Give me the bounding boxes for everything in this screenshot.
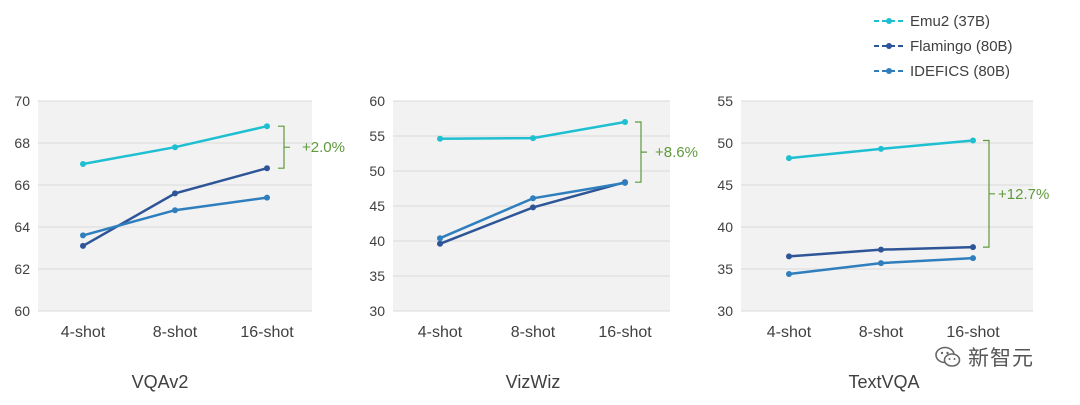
- annotation-label: +2.0%: [302, 139, 345, 156]
- chart-title: VQAv2: [132, 372, 189, 392]
- x-tick-label: 8-shot: [511, 324, 556, 341]
- charts: 60 62 64 66 68 70 4-shot 8-shot 16-shot +2.0% VQAv…: [14, 93, 1049, 392]
- y-tick-label: 45: [369, 198, 385, 214]
- wechat-icon: [935, 346, 961, 367]
- data-point: [437, 135, 443, 142]
- data-point: [970, 244, 976, 251]
- annotation-label: +12.7%: [998, 186, 1049, 203]
- y-tick-label: 50: [717, 135, 733, 151]
- legend-item: IDEFICS (80B): [874, 63, 1010, 80]
- series-2: [80, 194, 270, 239]
- chart-vqav2: 60 62 64 66 68 70 4-shot 8-shot 16-shot +2.0% VQAv…: [14, 93, 345, 392]
- series-2: [786, 255, 976, 278]
- data-point: [878, 246, 884, 253]
- data-point: [530, 204, 536, 211]
- legend-swatch-marker: [886, 18, 892, 24]
- legend-item: Emu2 (37B): [874, 13, 990, 30]
- y-tick-label: 55: [717, 93, 733, 109]
- data-point: [786, 155, 792, 162]
- data-point: [172, 207, 178, 214]
- legend: Emu2 (37B) Flamingo (80B) IDEFICS (80B): [874, 13, 1013, 80]
- data-point: [80, 232, 86, 239]
- data-point: [264, 165, 270, 172]
- legend-label: Emu2 (37B): [910, 13, 990, 30]
- x-tick-label: 8-shot: [859, 324, 904, 341]
- annotation-bracket: [983, 139, 995, 248]
- data-point: [437, 235, 443, 242]
- series-1: [80, 165, 270, 249]
- data-point: [80, 242, 86, 249]
- x-tick-label: 16-shot: [946, 324, 1000, 341]
- annotation-bracket: [278, 125, 290, 169]
- y-tick-label: 35: [369, 268, 385, 284]
- legend-swatch-marker: [886, 43, 892, 49]
- legend-label: Flamingo (80B): [910, 38, 1013, 55]
- data-point: [264, 194, 270, 201]
- data-point: [437, 240, 443, 247]
- data-point: [264, 123, 270, 130]
- series-2: [437, 179, 628, 242]
- y-tick-label: 68: [14, 135, 30, 151]
- legend-item: Flamingo (80B): [874, 38, 1013, 55]
- chart-title: VizWiz: [506, 372, 561, 392]
- data-point: [970, 137, 976, 144]
- x-tick-label: 4-shot: [767, 324, 812, 341]
- chart-vizwiz: 30 35 40 45 50 55 60 4-shot 8-shot 16-shot +8.6% Vi…: [369, 93, 698, 392]
- data-point: [622, 119, 628, 125]
- annotation-label: +8.6%: [655, 144, 698, 161]
- data-point: [786, 271, 792, 278]
- y-tick-label: 55: [369, 128, 385, 144]
- x-tick-label: 16-shot: [598, 324, 652, 341]
- y-tick-label: 45: [717, 177, 733, 193]
- x-tick-label: 4-shot: [61, 324, 106, 341]
- y-tick-label: 60: [369, 93, 385, 109]
- y-tick-label: 30: [369, 303, 385, 319]
- chart-textvqa: 30 35 40 45 50 55 4-shot 8-shot 16-shot +12.7% Tex…: [717, 93, 1049, 392]
- series-0: [437, 119, 628, 142]
- series-0: [786, 137, 976, 162]
- annotation-bracket: [635, 121, 647, 183]
- chart-title: TextVQA: [848, 372, 919, 392]
- series-0: [80, 123, 270, 167]
- watermark: 新智元: [934, 341, 1034, 373]
- y-tick-label: 62: [14, 261, 30, 277]
- data-point: [970, 255, 976, 262]
- x-tick-label: 8-shot: [153, 324, 198, 341]
- data-point: [878, 145, 884, 152]
- y-tick-label: 50: [369, 163, 385, 179]
- watermark-text: 新智元: [968, 346, 1034, 370]
- legend-swatch-marker: [886, 68, 892, 74]
- plot-area: [38, 101, 312, 311]
- y-tick-label: 40: [717, 219, 733, 235]
- data-point: [786, 253, 792, 260]
- x-tick-label: 4-shot: [418, 324, 463, 341]
- data-point: [530, 135, 536, 142]
- data-point: [530, 195, 536, 202]
- data-point: [172, 144, 178, 151]
- y-tick-label: 66: [14, 177, 30, 193]
- data-point: [80, 161, 86, 167]
- y-tick-label: 70: [14, 93, 30, 109]
- y-tick-label: 64: [14, 219, 30, 235]
- y-tick-label: 35: [717, 261, 733, 277]
- series-1: [786, 244, 976, 260]
- y-tick-label: 40: [369, 233, 385, 249]
- data-point: [878, 260, 884, 267]
- data-point: [172, 190, 178, 197]
- y-tick-label: 30: [717, 303, 733, 319]
- x-tick-label: 16-shot: [240, 324, 294, 341]
- y-tick-label: 60: [14, 303, 30, 319]
- data-point: [622, 179, 628, 186]
- legend-label: IDEFICS (80B): [910, 63, 1010, 80]
